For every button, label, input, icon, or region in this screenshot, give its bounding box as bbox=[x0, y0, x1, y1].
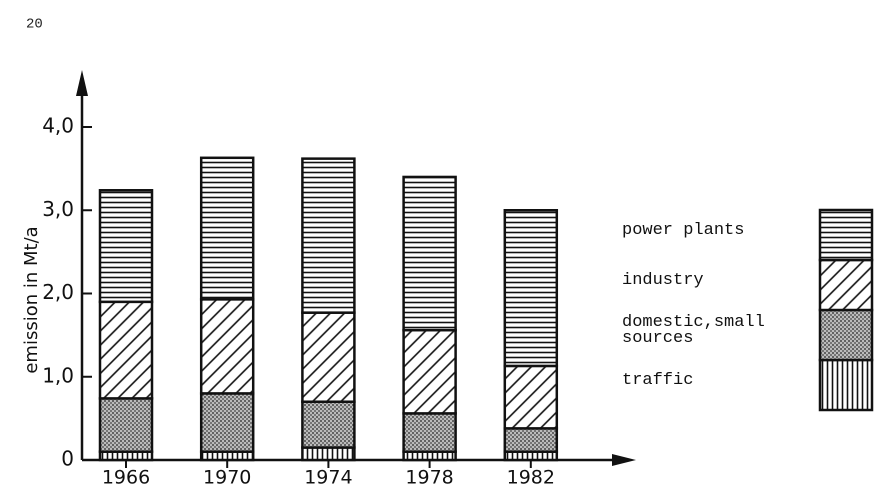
y-tick-label: 0 bbox=[61, 447, 74, 471]
y-tick-label: 3,0 bbox=[42, 197, 74, 221]
x-tick-label: 1982 bbox=[507, 467, 555, 489]
bar-segment bbox=[301, 157, 356, 314]
legend-swatch bbox=[818, 308, 874, 362]
bar-segment bbox=[503, 427, 559, 453]
bar-segment bbox=[98, 300, 154, 400]
x-tick-label: 1974 bbox=[304, 467, 352, 489]
bar-segment bbox=[402, 328, 457, 415]
bar-segment bbox=[503, 364, 559, 430]
x-tick-label: 1966 bbox=[102, 467, 150, 489]
legend-swatch bbox=[818, 208, 874, 262]
y-tick-label: 4,0 bbox=[42, 114, 74, 138]
bar-segment bbox=[199, 392, 255, 453]
bar-segment bbox=[199, 156, 255, 301]
x-tick-label: 1970 bbox=[203, 467, 251, 489]
bar-segment bbox=[98, 397, 154, 453]
x-axis-arrow bbox=[612, 454, 636, 466]
legend-label: domestic,small sources bbox=[622, 313, 765, 348]
y-axis-label: emission in Mt/a bbox=[21, 226, 42, 373]
legend-label: industry bbox=[622, 271, 704, 290]
bar-segment bbox=[402, 175, 457, 332]
bar-segment bbox=[301, 400, 356, 449]
y-tick-label: 2,0 bbox=[42, 280, 74, 304]
bar-segment bbox=[301, 311, 356, 403]
legend-label: traffic bbox=[622, 371, 694, 390]
y-axis-arrow bbox=[76, 70, 88, 96]
legend-swatch bbox=[818, 258, 874, 312]
bar-segment bbox=[402, 412, 457, 453]
y-tick-label: 1,0 bbox=[42, 363, 74, 387]
legend-swatch bbox=[818, 358, 874, 412]
legend-label: power plants bbox=[622, 221, 745, 240]
bar-segment bbox=[301, 446, 356, 462]
page-number: 20 bbox=[26, 17, 43, 33]
bar-segment bbox=[199, 298, 255, 395]
x-tick-label: 1978 bbox=[405, 467, 453, 489]
bar-segment bbox=[98, 189, 154, 304]
bar-segment bbox=[503, 209, 559, 368]
